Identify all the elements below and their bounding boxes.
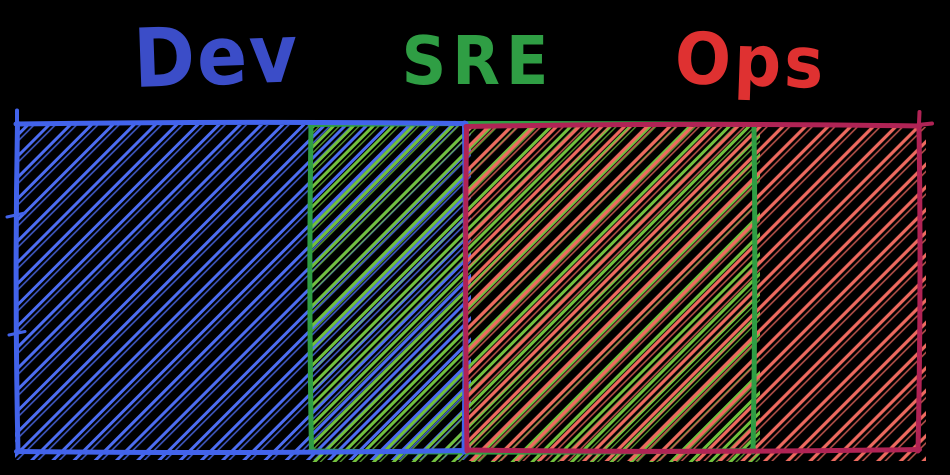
dev-border-top: [13, 119, 469, 127]
ops-hatch-fill: [468, 127, 926, 461]
ops-corner-overshoot-v: [916, 110, 922, 136]
ops-border-top: [463, 121, 923, 129]
dev-border-left: [13, 120, 21, 455]
dev-border-bottom: [14, 448, 468, 456]
sre-border-left: [307, 122, 314, 455]
dev-left-tick-2: [7, 330, 27, 337]
ops-border-bottom: [464, 447, 922, 454]
ops-label: Ops: [673, 16, 829, 106]
ops-rectangle-border: [463, 110, 934, 454]
ops-border-left: [463, 124, 470, 454]
sre-border-right: [750, 122, 758, 455]
ops-border-right: [915, 123, 923, 454]
sre-label: SRE: [401, 21, 555, 101]
dev-left-tick-1: [5, 211, 27, 219]
dev-label: Dev: [131, 6, 301, 107]
